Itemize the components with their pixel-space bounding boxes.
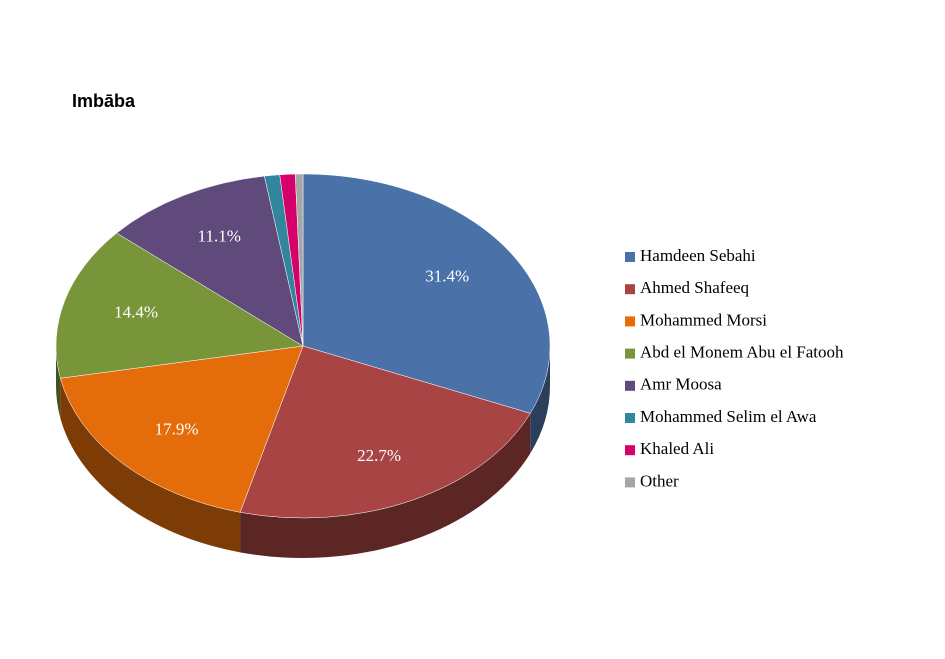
data-label: 17.9%	[155, 419, 199, 438]
legend-label: Ahmed Shafeeq	[640, 278, 750, 297]
data-label: 31.4%	[425, 267, 469, 286]
slice	[302, 173, 551, 414]
legend-label: Mohammed Morsi	[640, 310, 767, 329]
legend-swatch	[625, 284, 635, 295]
slice-side	[530, 346, 550, 454]
legend-swatch	[625, 445, 635, 456]
legend-swatch	[625, 252, 635, 262]
legend-label: Amr Moosa	[640, 375, 722, 394]
slice-side	[240, 413, 531, 558]
legend-swatch	[625, 348, 635, 359]
slice	[116, 175, 304, 347]
slice	[60, 345, 304, 513]
data-label: 11.1%	[198, 227, 241, 246]
legend-swatch	[625, 477, 635, 488]
slice	[55, 232, 304, 379]
legend-swatch	[625, 413, 635, 423]
slice	[239, 345, 531, 519]
legend-swatch	[625, 380, 635, 391]
slice	[294, 173, 304, 347]
data-label: 22.7%	[357, 446, 401, 465]
legend-label: Mohammed Selim el Awa	[640, 407, 817, 426]
chart-title: Imbāba	[72, 91, 136, 111]
legend-label: Abd el Monem Abu el Fatooh	[640, 343, 844, 362]
legend-swatch	[625, 316, 635, 327]
legend-label: Other	[640, 471, 679, 490]
data-label: 14.4%	[114, 303, 158, 322]
slice-side	[60, 378, 241, 553]
legend-label: Khaled Ali	[640, 439, 714, 458]
legend-label: Hamdeen Sebahi	[640, 246, 756, 265]
